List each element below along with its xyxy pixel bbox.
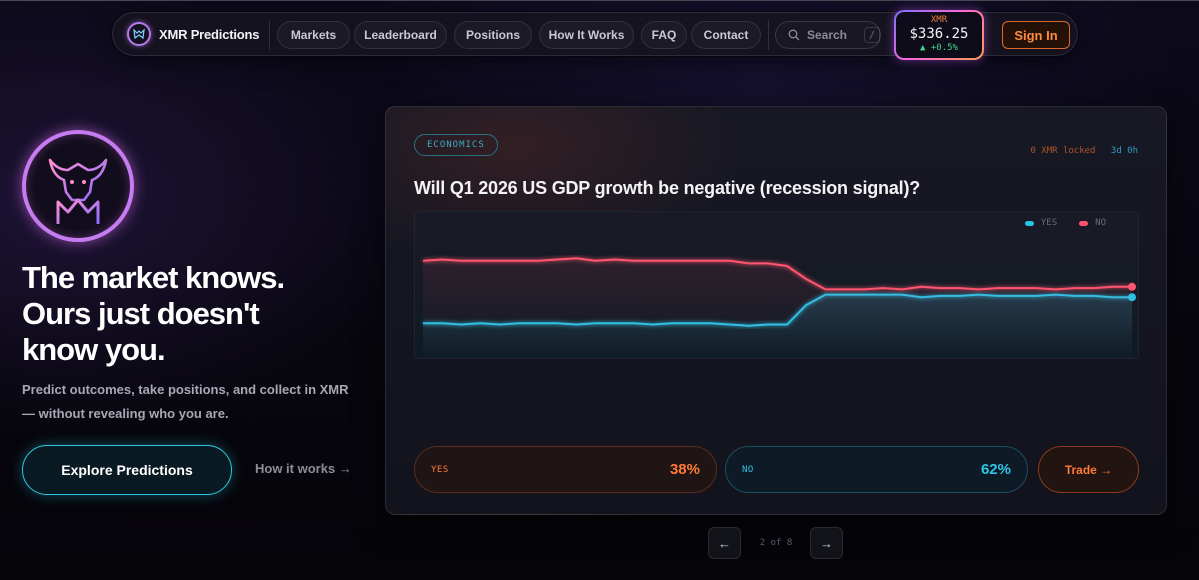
pager-indicator: 2 of 8 — [759, 538, 793, 548]
hero-title-line: Ours just doesn't — [22, 296, 260, 331]
featured-market-card: ECONOMICS 0 XMR locked 3d 0h Will Q1 202… — [385, 106, 1167, 515]
series-area-no — [423, 258, 1132, 358]
nav-divider — [768, 20, 769, 50]
hero-title-line: The market knows. — [22, 260, 285, 295]
ticker-change: ▲ +0.5% — [920, 43, 958, 53]
yes-percentage: 38% — [669, 461, 700, 478]
legend-no: NO — [1079, 218, 1106, 228]
chart-svg — [422, 257, 1136, 358]
bull-emblem-icon — [22, 130, 134, 242]
yes-label: YES — [431, 464, 449, 475]
how-it-works-link[interactable]: How it works → — [255, 461, 352, 476]
search-icon — [788, 29, 800, 41]
brand[interactable]: XMR Predictions — [127, 22, 259, 46]
explore-predictions-button[interactable]: Explore Predictions — [22, 445, 232, 495]
next-market-button[interactable]: → — [810, 527, 843, 559]
price-history-chart: YES NO — [414, 211, 1139, 359]
ticker-symbol: XMR — [930, 15, 948, 25]
search-label: Search — [806, 28, 848, 42]
no-outcome-button[interactable]: NO 62% — [725, 446, 1028, 493]
legend-yes-swatch — [1024, 220, 1034, 226]
legend-no-swatch — [1079, 220, 1089, 226]
yes-outcome-button[interactable]: YES 38% — [414, 446, 717, 493]
chart-legend: YES NO — [1024, 218, 1106, 228]
trade-button[interactable]: Trade → — [1038, 446, 1139, 493]
search-button[interactable]: Search / — [775, 21, 881, 49]
time-left: 3d 0h — [1110, 146, 1138, 156]
market-meta: 0 XMR locked 3d 0h — [1030, 146, 1138, 156]
hero-subtitle: Predict outcomes, take positions, and co… — [22, 382, 349, 421]
no-label: NO — [742, 464, 754, 475]
nav-link-faq[interactable]: FAQ — [641, 21, 687, 49]
legend-yes: YES — [1024, 218, 1058, 228]
hero-title-line: know you. — [22, 332, 166, 367]
ticker-price: $336.25 — [909, 26, 969, 42]
legend-yes-label: YES — [1040, 218, 1058, 228]
nav-link-markets[interactable]: Markets — [277, 21, 350, 49]
nav-link-how-it-works[interactable]: How It Works — [539, 21, 634, 49]
series-line-no — [422, 257, 1132, 291]
series-endpoint-no — [1128, 282, 1136, 291]
locked-amount: 0 XMR locked — [1030, 146, 1096, 156]
category-tag[interactable]: ECONOMICS — [414, 134, 498, 156]
prev-market-button[interactable]: ← — [708, 527, 741, 559]
nav-link-leaderboard[interactable]: Leaderboard — [354, 21, 447, 49]
nav-link-contact[interactable]: Contact — [691, 21, 761, 49]
brand-name: XMR Predictions — [159, 26, 260, 42]
sign-in-button[interactable]: Sign In — [1002, 21, 1070, 49]
xmr-price-ticker[interactable]: XMR $336.25 ▲ +0.5% — [894, 10, 984, 60]
legend-no-label: NO — [1095, 218, 1106, 228]
no-percentage: 62% — [980, 461, 1011, 478]
market-question[interactable]: Will Q1 2026 US GDP growth be negative (… — [414, 178, 921, 198]
hero-title: The market knows. Ours just doesn't know… — [22, 260, 362, 368]
bull-logo-icon — [127, 22, 151, 46]
search-shortcut: / — [864, 27, 880, 43]
nav-link-positions[interactable]: Positions — [454, 21, 532, 49]
top-nav: XMR Predictions Markets Leaderboard Posi… — [112, 12, 1078, 58]
nav-divider — [269, 20, 270, 50]
